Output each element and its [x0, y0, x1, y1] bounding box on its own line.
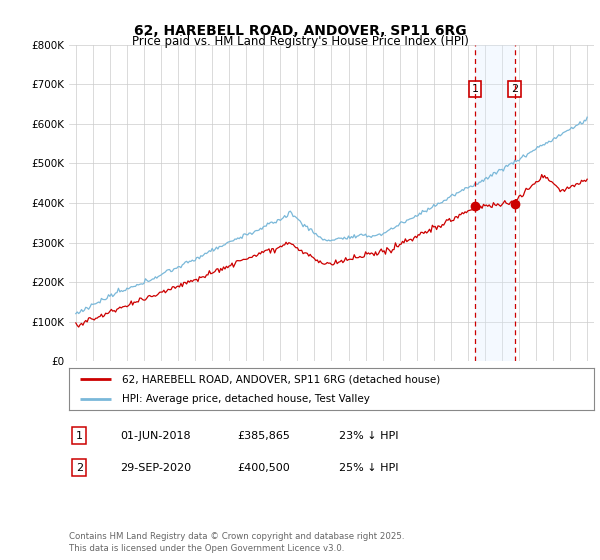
Text: 25% ↓ HPI: 25% ↓ HPI — [339, 463, 398, 473]
Text: 2: 2 — [511, 84, 518, 94]
Text: 1: 1 — [76, 431, 83, 441]
Text: HPI: Average price, detached house, Test Valley: HPI: Average price, detached house, Test… — [121, 394, 370, 404]
Text: £400,500: £400,500 — [237, 463, 290, 473]
Text: 1: 1 — [472, 84, 479, 94]
Text: 2: 2 — [76, 463, 83, 473]
Text: £385,865: £385,865 — [237, 431, 290, 441]
Text: 01-JUN-2018: 01-JUN-2018 — [120, 431, 191, 441]
Text: 23% ↓ HPI: 23% ↓ HPI — [339, 431, 398, 441]
Text: 29-SEP-2020: 29-SEP-2020 — [120, 463, 191, 473]
Text: 62, HAREBELL ROAD, ANDOVER, SP11 6RG (detached house): 62, HAREBELL ROAD, ANDOVER, SP11 6RG (de… — [121, 374, 440, 384]
Text: Price paid vs. HM Land Registry's House Price Index (HPI): Price paid vs. HM Land Registry's House … — [131, 35, 469, 48]
Text: 62, HAREBELL ROAD, ANDOVER, SP11 6RG: 62, HAREBELL ROAD, ANDOVER, SP11 6RG — [134, 24, 466, 38]
Bar — [475, 45, 515, 361]
Text: Contains HM Land Registry data © Crown copyright and database right 2025.
This d: Contains HM Land Registry data © Crown c… — [69, 533, 404, 553]
